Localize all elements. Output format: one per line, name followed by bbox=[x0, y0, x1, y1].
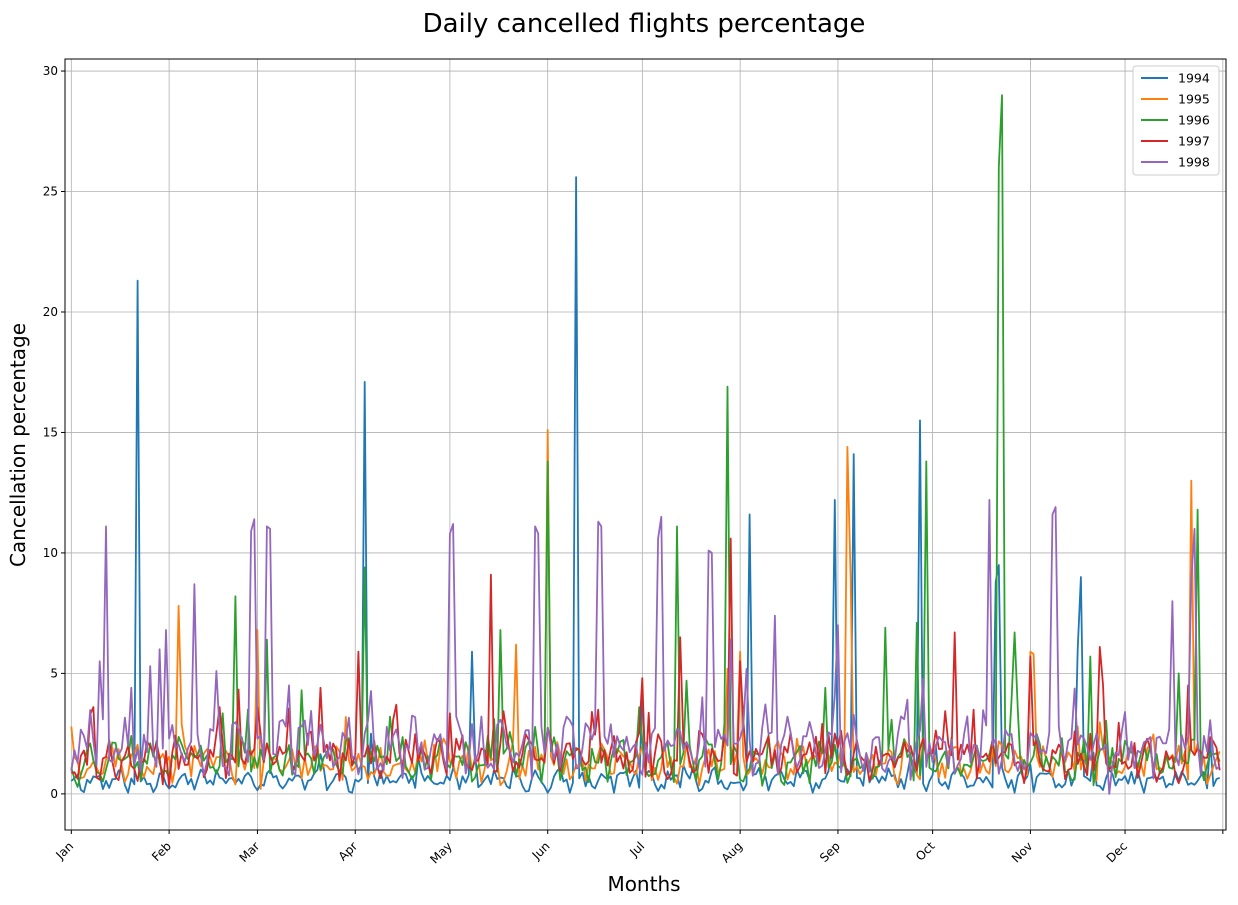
plot-frame bbox=[64, 58, 1227, 831]
x-tick-label: Jun bbox=[529, 839, 553, 863]
chart-title: Daily cancelled flights percentage bbox=[423, 9, 866, 39]
x-tick-label: Mar bbox=[236, 839, 262, 865]
series-lines bbox=[70, 94, 1221, 795]
x-tick-label: May bbox=[427, 839, 454, 866]
legend: 1994 1995 1996 1997 1998 bbox=[1132, 65, 1220, 176]
y-tick-label: 5 bbox=[50, 666, 58, 680]
y-axis-label: Cancellation percentage bbox=[6, 323, 30, 567]
legend-label-1997: 1997 bbox=[1178, 134, 1210, 149]
series-line-1998 bbox=[70, 499, 1221, 795]
legend-label-1995: 1995 bbox=[1178, 92, 1210, 107]
x-tick-label: Apr bbox=[336, 839, 361, 864]
series-line-1995 bbox=[70, 429, 1221, 790]
y-tick-label: 30 bbox=[43, 64, 58, 78]
x-tick-label: Nov bbox=[1009, 839, 1035, 865]
legend-box bbox=[1132, 65, 1220, 176]
y-tick-label: 25 bbox=[43, 185, 58, 199]
x-tick-label: Jul bbox=[626, 839, 647, 860]
y-tick-label: 15 bbox=[43, 425, 58, 439]
y-tick-label: 10 bbox=[43, 546, 58, 560]
y-tick-label: 20 bbox=[43, 305, 58, 319]
legend-label-1996: 1996 bbox=[1178, 113, 1210, 128]
x-tick-label: Oct bbox=[913, 839, 938, 864]
series-line-1996 bbox=[70, 94, 1221, 788]
x-tick-label: Aug bbox=[719, 839, 745, 865]
series-line-1994 bbox=[70, 176, 1221, 794]
x-tick-label: Jan bbox=[53, 839, 77, 863]
legend-label-1998: 1998 bbox=[1178, 155, 1210, 170]
legend-label-1994: 1994 bbox=[1178, 71, 1210, 86]
x-axis-label: Months bbox=[607, 872, 680, 896]
x-tick-label: Feb bbox=[149, 839, 174, 864]
x-tick-label: Sep bbox=[817, 839, 843, 865]
x-tick-label: Dec bbox=[1104, 839, 1130, 865]
y-tick-label: 0 bbox=[50, 787, 58, 801]
